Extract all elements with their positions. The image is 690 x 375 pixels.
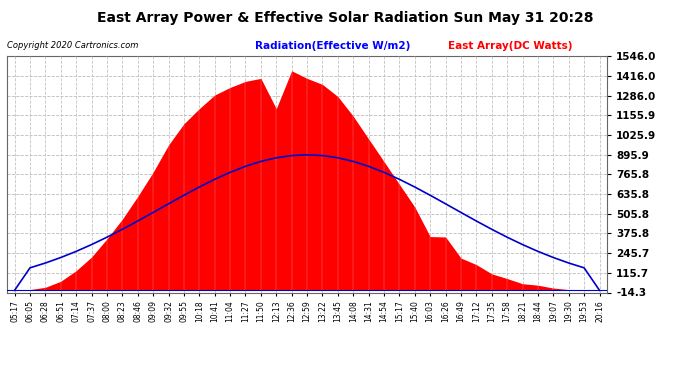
Text: East Array(DC Watts): East Array(DC Watts) [448,41,573,51]
Text: Radiation(Effective W/m2): Radiation(Effective W/m2) [255,41,411,51]
Text: Copyright 2020 Cartronics.com: Copyright 2020 Cartronics.com [7,41,138,50]
Text: East Array Power & Effective Solar Radiation Sun May 31 20:28: East Array Power & Effective Solar Radia… [97,11,593,25]
